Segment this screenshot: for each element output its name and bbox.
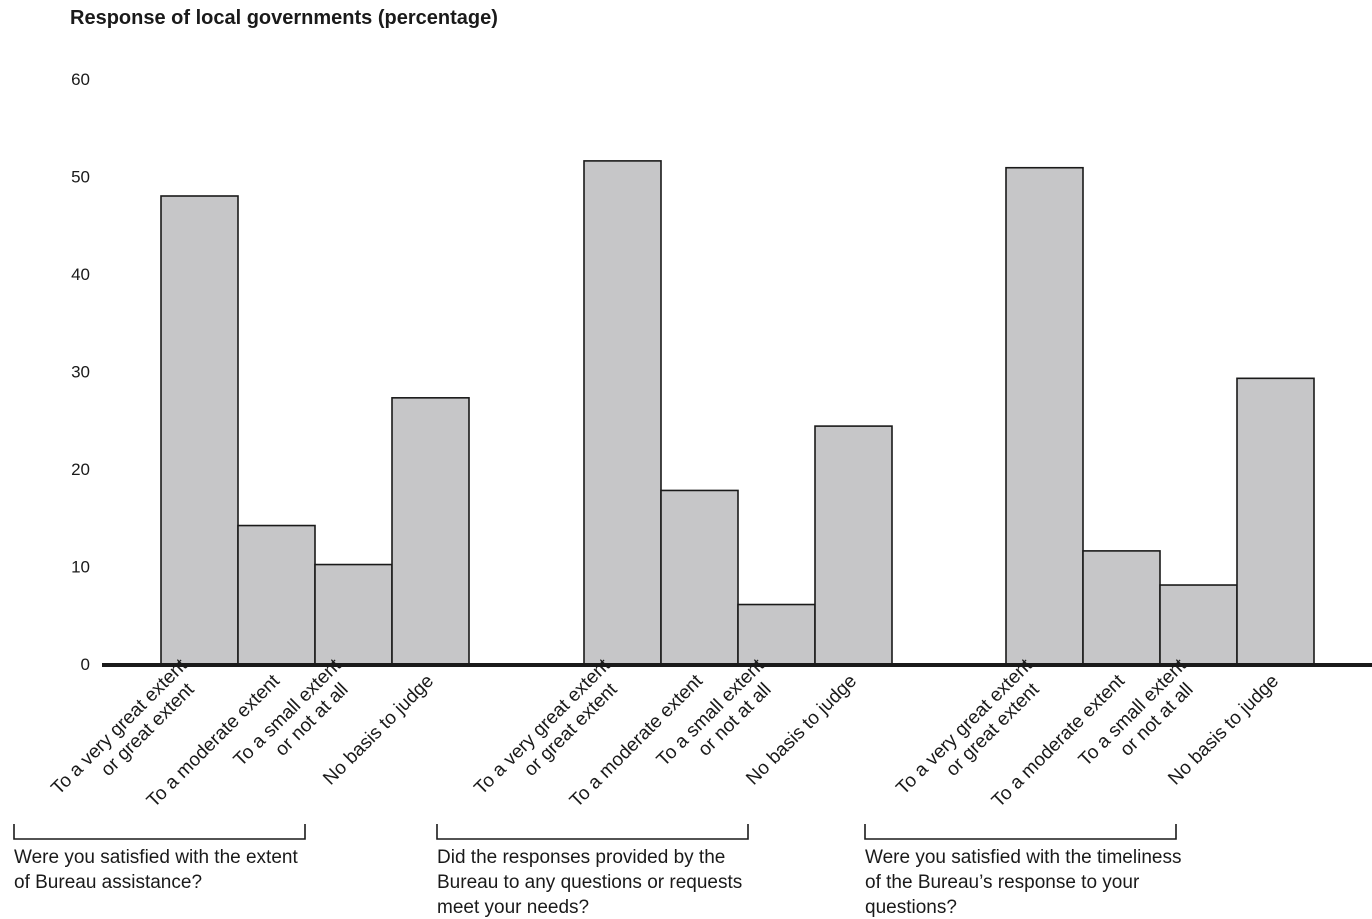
bar (1005, 166, 1084, 665)
y-tick-label: 50 (71, 168, 90, 187)
bar (1082, 550, 1161, 665)
y-tick-label: 40 (71, 265, 90, 284)
bar (1159, 584, 1238, 665)
bar (237, 524, 316, 665)
group-bracket (436, 824, 749, 840)
bar (314, 563, 393, 665)
group-question: Were you satisfied with the timeliness of… (865, 847, 1181, 918)
group-bracket (864, 824, 1177, 840)
category-label: To a very great extentor great extent (470, 655, 630, 815)
group-question: Were you satisfied with the extent of Bur… (14, 847, 298, 893)
bar (814, 425, 893, 665)
bar (1236, 377, 1315, 665)
group-question: Did the responses provided by the Bureau … (437, 847, 742, 918)
chart-title: Response of local governments (percentag… (70, 7, 498, 29)
bar (660, 489, 739, 665)
category-label: To a very great extentor great extent (892, 655, 1052, 815)
group-bracket (13, 824, 306, 840)
y-tick-label: 20 (71, 460, 90, 479)
bar (391, 397, 470, 665)
bar (737, 603, 816, 665)
y-tick-label: 30 (71, 363, 90, 382)
bar (160, 195, 239, 665)
y-tick-label: 0 (81, 655, 90, 674)
category-label: To a very great extentor great extent (47, 655, 207, 815)
bar (583, 160, 662, 665)
y-tick-label: 60 (71, 70, 90, 89)
y-tick-label: 10 (71, 558, 90, 577)
